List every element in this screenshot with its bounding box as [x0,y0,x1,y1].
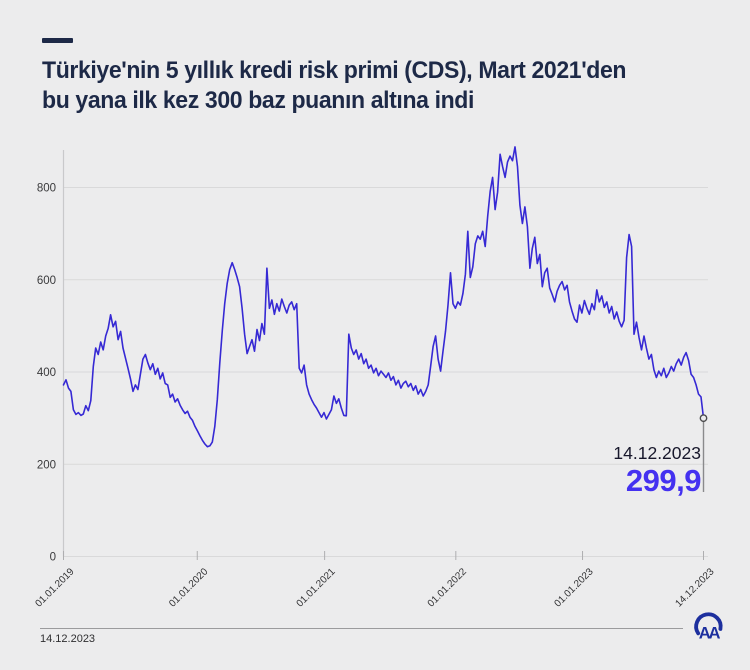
aa-agency-logo: AA [694,612,723,643]
annotation-value-label: 299,9 [626,463,701,498]
x-tick-label-group: 01.01.2022 [426,566,469,609]
page-title: Türkiye'nin 5 yıllık kredi risk primi (C… [42,56,714,116]
x-tick-label: 01.01.2021 [295,566,338,609]
x-tick-label: 01.01.2020 [167,566,210,609]
aa-logo-arc [694,612,723,636]
accent-bar [42,38,73,43]
footer-date: 14.12.2023 [40,633,96,645]
footer-divider [40,628,683,629]
y-tick-label: 200 [37,459,56,471]
y-tick-label: 400 [37,367,56,379]
axis-layer: 0 200 400 600 800 01.01.2019 01.01.2020 01.01.2… [33,150,717,610]
x-tick-label-group: 01.01.2023 [552,566,595,609]
y-tick-label: 0 [50,552,56,564]
x-tick-label: 01.01.2019 [33,566,76,609]
aa-logo-letters: AA [699,624,721,643]
title-line-2: bu yana ilk kez 300 baz puanın altına in… [42,87,474,114]
x-tick-label-group: 14.12.2023 [673,566,716,609]
title-line-1: Türkiye'nin 5 yıllık kredi risk primi (C… [42,57,627,84]
grid-layer [63,187,708,557]
x-tick-label-group: 01.01.2019 [33,566,76,609]
endpoint-circle [699,414,708,423]
x-tick-label: 01.01.2022 [426,566,469,609]
x-tick-label: 01.01.2023 [552,566,595,609]
y-tick-label: 800 [37,183,56,195]
cds-series-path [62,146,705,448]
series-layer [62,146,705,448]
x-tick-label-group: 01.01.2020 [167,566,210,609]
endpoint-marker [699,414,708,492]
x-tick-label-group: 01.01.2021 [295,566,338,609]
x-tick-label: 14.12.2023 [673,566,716,609]
y-tick-label: 600 [37,275,56,287]
annotation-date-label: 14.12.2023 [613,443,701,463]
